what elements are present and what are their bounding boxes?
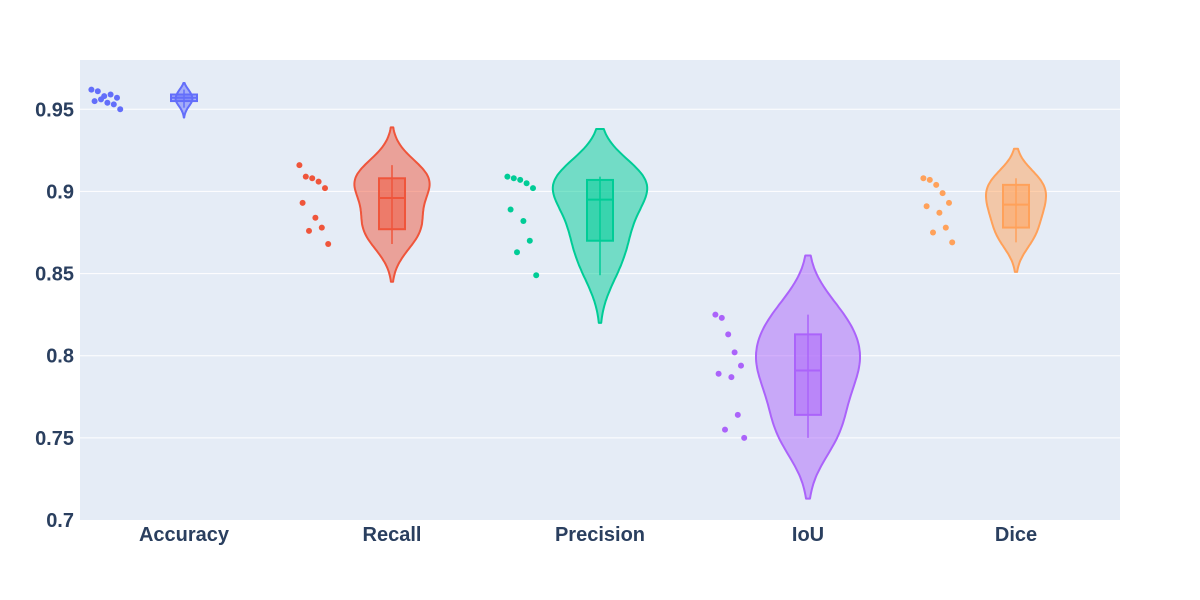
data-point	[318, 224, 325, 231]
data-point	[722, 426, 728, 433]
data-point	[725, 331, 732, 338]
data-point	[117, 106, 124, 113]
box	[794, 333, 822, 416]
data-point	[299, 199, 306, 206]
data-point	[114, 94, 120, 101]
data-point	[322, 185, 328, 192]
y-tick-label: 0.8	[46, 346, 74, 368]
data-point	[718, 314, 725, 321]
data-point	[942, 224, 949, 231]
y-tick-label: 0.75	[35, 428, 74, 450]
data-point	[712, 311, 719, 318]
data-point	[296, 162, 303, 169]
y-tick-label: 0.85	[35, 264, 74, 286]
data-point	[930, 229, 936, 236]
data-point	[920, 175, 927, 182]
data-point	[110, 101, 117, 108]
y-tick-label: 0.95	[35, 99, 74, 121]
y-axis: 0.7 0.75 0.8 0.85 0.9 0.95	[35, 99, 74, 532]
box	[378, 177, 406, 231]
data-point	[715, 370, 722, 377]
data-point	[936, 209, 943, 216]
x-axis: Accuracy Recall Precision IoU Dice	[139, 524, 1037, 546]
data-point	[306, 227, 312, 234]
data-point	[104, 99, 111, 106]
data-point	[309, 175, 316, 182]
data-point	[923, 203, 930, 210]
data-point	[88, 86, 95, 93]
trace-iou	[712, 254, 861, 500]
box	[586, 178, 614, 242]
x-tick-label: Recall	[363, 524, 422, 546]
trace-accuracy	[88, 82, 198, 119]
box	[1002, 183, 1030, 229]
data-point	[517, 176, 524, 183]
data-point	[312, 214, 319, 221]
data-point	[514, 249, 520, 256]
trace-dice	[920, 147, 1047, 273]
data-point	[523, 180, 530, 187]
data-point	[933, 181, 940, 188]
traces	[88, 82, 1047, 500]
data-point	[741, 434, 748, 441]
data-point	[949, 239, 956, 246]
x-tick-label: IoU	[792, 524, 824, 546]
data-point	[107, 91, 114, 98]
data-point	[325, 241, 332, 247]
data-point	[533, 272, 540, 279]
data-point	[738, 362, 744, 369]
data-point	[507, 206, 514, 213]
x-tick-label: Precision	[555, 524, 645, 546]
data-point	[94, 88, 101, 95]
y-tick-label: 0.9	[46, 181, 74, 203]
data-point	[91, 98, 98, 105]
y-tick-label: 0.7	[46, 510, 74, 532]
x-tick-label: Dice	[995, 524, 1037, 546]
trace-precision	[504, 128, 649, 324]
trace-recall	[296, 126, 431, 283]
data-point	[728, 374, 735, 381]
data-point	[526, 237, 533, 244]
data-point	[734, 411, 741, 418]
data-point	[946, 199, 952, 206]
x-tick-label: Accuracy	[139, 524, 230, 546]
data-point	[504, 173, 511, 180]
data-point	[315, 178, 322, 185]
data-point	[520, 218, 527, 224]
data-point	[530, 185, 536, 192]
data-point	[510, 175, 517, 182]
data-point	[731, 349, 738, 356]
data-point	[98, 96, 104, 103]
data-point	[926, 176, 933, 183]
data-point	[939, 190, 946, 197]
data-point	[302, 173, 309, 180]
